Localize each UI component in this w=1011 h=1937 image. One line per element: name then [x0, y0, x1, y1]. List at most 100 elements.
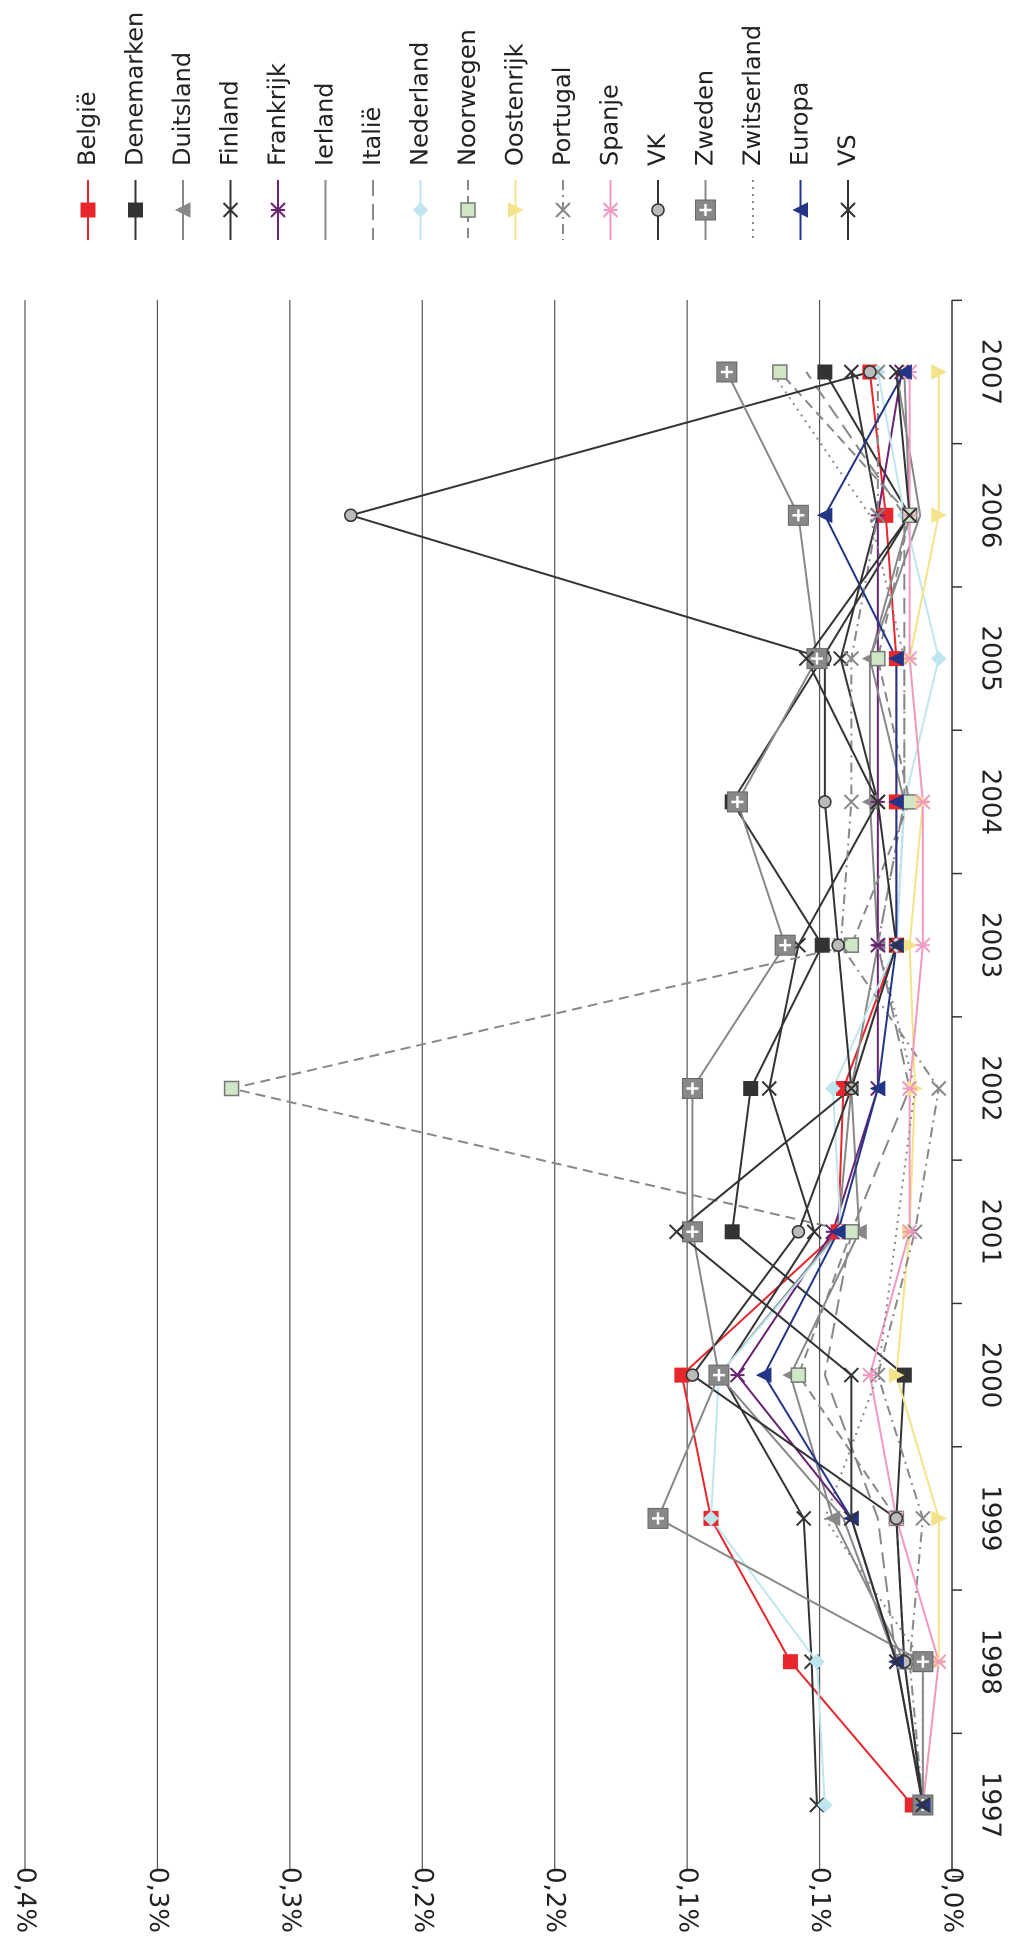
data-point-zweden	[681, 1221, 703, 1243]
data-point-zweden	[806, 648, 828, 670]
marker-stroke-b	[806, 1224, 822, 1240]
marker-stroke-b	[843, 1510, 860, 1527]
data-point-nederland	[931, 650, 947, 667]
data-point-zweden	[681, 1078, 703, 1099]
data-point-vk	[818, 795, 832, 809]
marker-stroke-b	[809, 1797, 825, 1813]
data-point-zweden	[774, 934, 796, 956]
legend-item-zwitserland: Zwitserland	[738, 25, 766, 240]
data-point-spanje	[915, 937, 931, 953]
x-tick-label: 2000	[976, 1342, 1006, 1408]
data-point-europa	[888, 650, 904, 667]
legend-item-ierland: Ierland	[311, 82, 339, 240]
data-point-noorwegen	[843, 1224, 860, 1240]
legend-swatch-marker	[792, 202, 808, 218]
legend-label: Nederland	[406, 42, 434, 166]
legend-label: VS	[833, 134, 861, 166]
data-point-oostenrijk	[931, 507, 947, 524]
data-point-spanje	[901, 650, 918, 667]
marker-stroke-b	[931, 1080, 947, 1097]
y-tick-label: 0,2%	[408, 1867, 438, 1932]
y-tick-label: 0,0%	[938, 1867, 968, 1932]
data-point-europa	[816, 507, 833, 524]
data-point-noorwegen	[790, 1367, 807, 1383]
series-line-italie	[805, 371, 924, 1806]
data-point-vk	[344, 508, 358, 523]
data-point-vk	[863, 365, 877, 379]
data-point-vs	[843, 1367, 860, 1383]
data-point-vs	[843, 1080, 860, 1097]
legend-swatch-marker	[128, 202, 143, 218]
legend-item-italie: Italië	[358, 107, 386, 240]
x-tick-label: 2006	[976, 482, 1006, 548]
legend-item-nederland: Nederland	[406, 42, 434, 240]
data-point-zweden	[787, 504, 809, 526]
legend-swatch-marker	[508, 202, 524, 218]
legend: België Denemarken Duitsland Finland Frankrij…	[73, 12, 861, 240]
data-point-duitsland	[824, 1510, 841, 1527]
marker-stroke-b	[843, 1367, 860, 1383]
data-point-vs	[888, 364, 905, 380]
marker-stroke-b	[843, 1080, 860, 1097]
data-point-finland	[806, 1224, 822, 1240]
marker-stroke-b	[795, 1510, 812, 1527]
data-point-duitsland	[851, 1223, 867, 1240]
marker-stroke-b	[840, 202, 856, 218]
legend-item-portugal: Portugal	[548, 67, 576, 240]
legend-label: België	[73, 91, 101, 166]
legend-label: Zweden	[691, 70, 719, 166]
data-point-zweden	[716, 361, 738, 383]
marker-stroke-b	[915, 1797, 931, 1813]
data-point-portugal	[843, 794, 860, 810]
x-tick-label: 2007	[976, 339, 1006, 405]
data-point-frankrijk	[870, 937, 886, 953]
data-point-europa	[869, 1080, 886, 1097]
legend-swatch-marker	[222, 202, 239, 218]
marker-stroke-b	[843, 794, 860, 810]
marker-stroke-b	[668, 1224, 685, 1240]
legend-swatch-marker	[412, 202, 429, 218]
x-tick-label: 2001	[976, 1199, 1006, 1265]
data-point-vs	[901, 507, 918, 524]
data-point-spanje	[915, 794, 931, 810]
legend-label: Italië	[358, 107, 386, 166]
y-tick-label: 0,3%	[143, 1867, 173, 1932]
y-tick-label: 0,4%	[11, 1867, 41, 1932]
data-point-noorwegen	[223, 1080, 240, 1097]
marker-stroke-b	[843, 650, 860, 667]
data-point-vs	[668, 1224, 685, 1240]
marker-stroke-b	[888, 1653, 905, 1670]
data-point-zweden	[912, 1651, 934, 1673]
marker-stroke-b	[222, 202, 239, 218]
data-point-finland	[843, 364, 860, 380]
marker-stroke-b	[915, 1510, 931, 1527]
legend-swatch-marker	[602, 202, 619, 218]
marker-stroke-b	[798, 650, 815, 667]
data-point-frankrijk	[729, 1367, 746, 1383]
data-point-nederland	[703, 1510, 719, 1527]
data-point-noorwegen	[870, 650, 886, 667]
marker-stroke-b	[843, 364, 860, 380]
x-tick-label: 2005	[976, 626, 1006, 692]
legend-swatch-marker	[840, 202, 856, 218]
data-point-noorwegen	[772, 364, 788, 380]
legend-label: Portugal	[548, 67, 576, 166]
data-point-vk	[685, 1368, 700, 1382]
data-point-zweden	[726, 791, 748, 813]
data-point-spanje	[862, 1367, 878, 1383]
data-point-nederland	[825, 1080, 841, 1097]
data-point-denemarken	[724, 1224, 740, 1240]
data-point-oostenrijk	[888, 1367, 905, 1383]
data-point-noorwegen	[901, 794, 918, 810]
gridlines	[24, 300, 821, 1870]
series-markers	[223, 361, 947, 1816]
legend-label: Noorwegen	[453, 29, 481, 166]
y-tick-label: 0,2%	[540, 1867, 570, 1932]
x-tick-label: 1997	[976, 1772, 1006, 1838]
legend-item-vk: VK	[643, 133, 671, 240]
legend-swatch-marker	[695, 199, 716, 221]
legend-item-europa: Europa	[786, 82, 814, 240]
data-point-vk	[831, 938, 845, 952]
data-point-spanje	[931, 1653, 947, 1670]
data-point-belgie	[782, 1654, 798, 1670]
